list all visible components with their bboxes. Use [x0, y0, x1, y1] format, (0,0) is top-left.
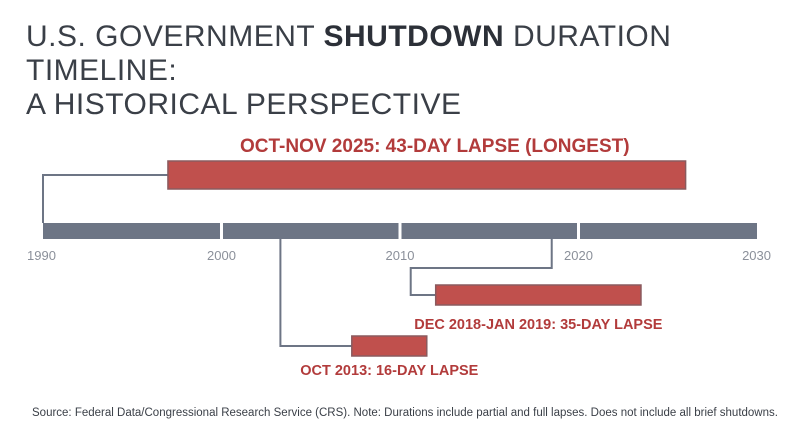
axis-tick-separator [220, 223, 223, 239]
event-label: DEC 2018-JAN 2019: 35-DAY LAPSE [414, 317, 663, 333]
event-connector [409, 239, 553, 296]
axis-tick-separator [398, 223, 402, 239]
duration-bars [167, 160, 687, 357]
axis-tick-label: 2020 [564, 248, 593, 263]
title-line-2: A HISTORICAL PERSPECTIVE [26, 88, 462, 121]
title-emphasis: SHUTDOWN [323, 20, 505, 53]
axis-tick-label: 2010 [386, 248, 415, 263]
event-label: OCT-NOV 2025: 43-DAY LAPSE (LONGEST) [240, 136, 630, 157]
title-prefix: U.S. GOVERNMENT [26, 20, 324, 53]
duration-bar [167, 160, 687, 190]
source-note: Source: Federal Data/Congressional Resea… [32, 407, 778, 419]
chart-title: U.S. GOVERNMENT SHUTDOWN DURATION TIMELI… [26, 20, 800, 122]
axis-tick-label: 1990 [27, 248, 56, 263]
duration-bar [434, 284, 642, 306]
event-connector [42, 174, 168, 223]
connectors-group [42, 174, 553, 347]
duration-bar [351, 335, 428, 357]
title-suffix: DURATION TIMELINE: [26, 20, 672, 87]
timeline-axis: 1990 2000 2010 2020 2030 [27, 223, 771, 263]
event-label: OCT 2013: 16-DAY LAPSE [300, 363, 478, 379]
event-connector [279, 239, 352, 347]
event-labels: OCT-NOV 2025: 43-DAY LAPSE (LONGEST) DEC … [240, 136, 663, 379]
axis-tick-label: 2030 [742, 248, 771, 263]
axis-tick-separator [577, 223, 580, 239]
title-line-1: U.S. GOVERNMENT SHUTDOWN DURATION TIMELI… [26, 20, 800, 88]
axis-tick-label: 2000 [207, 248, 236, 263]
